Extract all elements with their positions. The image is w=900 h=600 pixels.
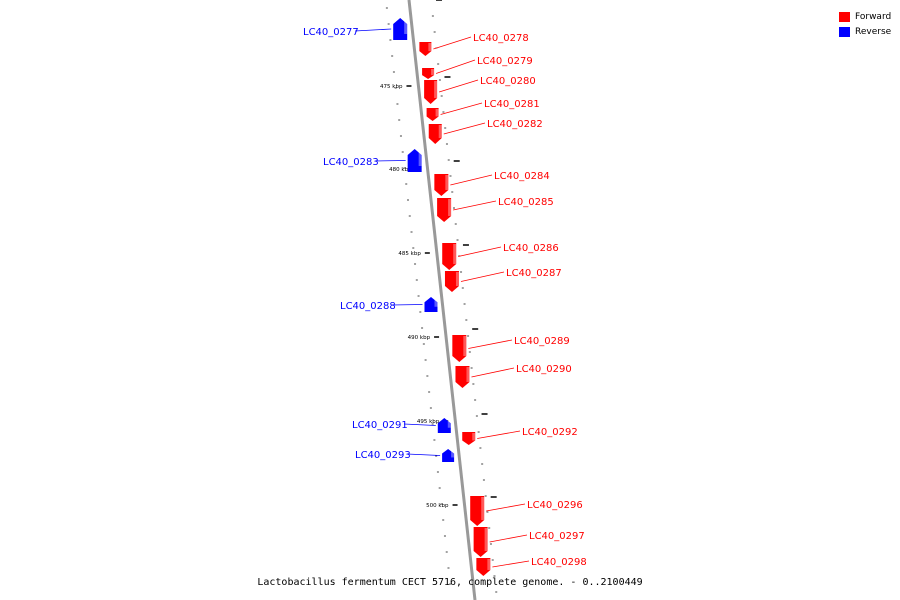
scale-tick-label: 495 kbp [417,419,440,425]
legend-label-reverse: Reverse [855,26,892,37]
scale-tick-label: 485 kbp [398,251,421,257]
gene-leader-line [458,246,502,257]
gene-label-lc40_0288: LC40_0288 [340,301,396,312]
legend-item-reverse: Reverse [839,24,891,39]
gene-arrow-lc40_0291 [437,418,451,433]
gene-label-lc40_0279: LC40_0279 [477,56,533,67]
gene-arrow-lc40_0286 [442,243,457,270]
gene-label-lc40_0281: LC40_0281 [484,99,540,110]
gene-shade [466,367,470,382]
gene-leader-line [443,122,486,135]
gene-shade [447,419,451,428]
gene-arrow-lc40_0280 [424,80,438,104]
gene-leader-line [354,28,392,32]
gene-leader-line [440,102,483,115]
gene-shade [428,43,432,52]
gene-label-lc40_0298: LC40_0298 [531,557,587,568]
gene-leader-line [460,271,505,282]
legend: Forward Reverse [839,9,891,39]
gene-shade [435,109,439,117]
legend-label-forward: Forward [855,11,892,22]
gene-arrow-lc40_0279 [422,68,435,79]
gene-leader-line [489,534,528,543]
gene-arrow-lc40_0292 [462,432,476,445]
gene-label-lc40_0284: LC40_0284 [494,171,550,182]
gene-arrow-lc40_0284 [434,174,449,196]
gene-shade [472,433,476,441]
gene-arrow-lc40_0297 [473,527,488,557]
gene-arrow-lc40_0282 [428,124,442,144]
gene-leader-line [453,200,497,211]
scale-tick-label: 490 kbp [408,335,431,341]
gene-leader-line [391,304,423,306]
gene-arrow-lc40_0285 [437,198,452,222]
forward-swatch [839,11,850,22]
scale-tick-label: 500 kbp [426,503,449,509]
gene-leader-line [433,36,472,50]
gene-arrow-lc40_0287 [444,271,459,292]
gene-label-lc40_0285: LC40_0285 [498,197,554,208]
gene-label-lc40_0293: LC40_0293 [355,450,411,461]
gene-label-lc40_0278: LC40_0278 [473,33,529,44]
gene-shade [404,19,408,34]
gene-arrow-lc40_0288 [424,297,438,312]
gene-arrow-lc40_0283 [407,149,422,172]
gene-shade [438,125,442,138]
gene-shade [451,450,455,458]
gene-shade [455,272,459,286]
gene-arrow-lc40_0296 [470,496,485,526]
gene-label-lc40_0283: LC40_0283 [323,157,379,168]
gene-shade [434,298,438,307]
gene-label-lc40_0287: LC40_0287 [506,268,562,279]
gene-label-lc40_0280: LC40_0280 [480,76,536,87]
gene-label-lc40_0291: LC40_0291 [352,420,408,431]
gene-shade [434,81,438,98]
gene-leader-line [406,453,441,456]
gene-shade [487,559,491,570]
gene-arrow-lc40_0289 [452,335,467,362]
legend-item-forward: Forward [839,9,891,24]
gene-label-lc40_0289: LC40_0289 [514,336,570,347]
gene-label-lc40_0277: LC40_0277 [303,27,359,38]
scale-tick-label: 475 kbp [380,84,403,90]
gene-label-lc40_0296: LC40_0296 [527,500,583,511]
gene-leader-line [403,423,436,426]
gene-shade [448,199,452,216]
gene-shade [484,528,488,551]
gene-label-lc40_0297: LC40_0297 [529,531,585,542]
gene-shade [481,497,485,520]
gene-arrow-lc40_0278 [419,42,432,56]
gene-leader-line [435,59,476,74]
gene-shade [431,69,435,76]
gene-arrow-lc40_0290 [455,366,470,388]
gene-leader-line [439,79,479,93]
reverse-swatch [839,26,850,37]
gene-shade [418,150,422,166]
gene-label-lc40_0282: LC40_0282 [487,119,543,130]
gene-leader-line [471,367,515,378]
gene-leader-line [492,560,530,568]
gene-leader-line [450,174,493,186]
gene-leader-line [374,160,406,162]
gene-leader-line [477,430,521,439]
gene-arrow-lc40_0298 [476,558,491,576]
gene-shade [453,244,457,264]
gene-label-lc40_0290: LC40_0290 [516,364,572,375]
genome-backbone [407,0,477,600]
gene-label-lc40_0292: LC40_0292 [522,427,578,438]
gene-arrow-lc40_0293 [442,449,455,462]
scale-tick-label: 480 kbp [389,167,412,173]
gene-leader-line [486,503,526,512]
gene-arrow-lc40_0281 [426,108,439,121]
gene-shade [445,175,449,190]
gene-arrow-lc40_0277 [393,18,408,40]
map-caption: Lactobacillus fermentum CECT 5716, compl… [257,577,643,588]
gene-shade [463,336,467,356]
gene-leader-line [468,339,513,349]
gene-label-lc40_0286: LC40_0286 [503,243,559,254]
